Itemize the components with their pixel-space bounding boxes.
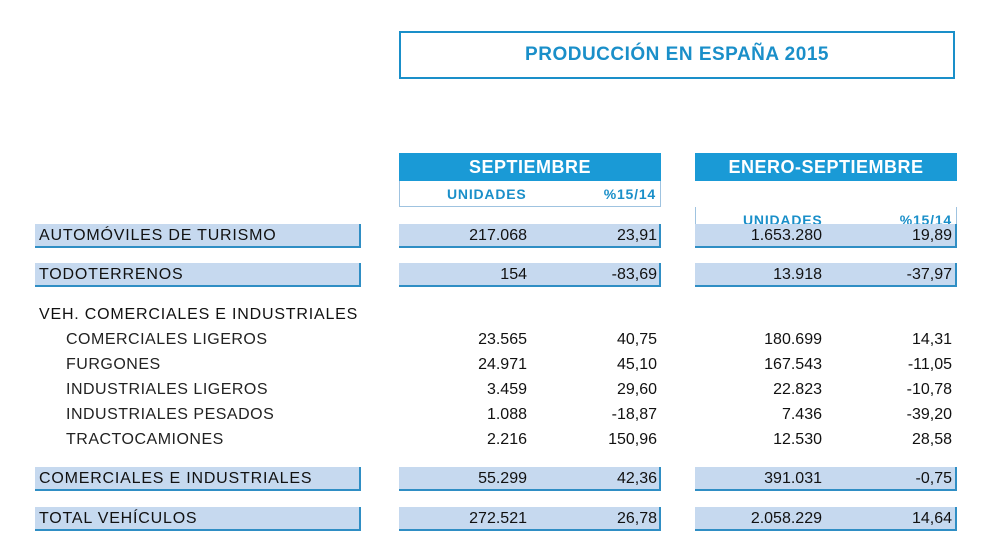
units-value: 217.068 (469, 227, 527, 244)
row-bar (695, 507, 957, 531)
pct-value: 28,58 (911, 431, 952, 448)
units-value: 272.521 (469, 510, 527, 527)
row-bar (399, 263, 661, 287)
row-bar (695, 467, 957, 491)
row-label: TOTAL VEHÍCULOS (39, 510, 198, 527)
pct-value: 150,96 (608, 431, 657, 448)
col-pct: %15/14 (603, 186, 656, 202)
units-value: 12.530 (773, 431, 822, 448)
pct-value: 45,10 (616, 356, 657, 373)
units-value: 7.436 (781, 406, 822, 423)
col-units: UNIDADES (447, 186, 527, 202)
row-bar (399, 507, 661, 531)
units-value: 2.216 (486, 431, 527, 448)
header-septiembre: SEPTIEMBRE (399, 153, 661, 181)
pct-value: 23,91 (616, 227, 657, 244)
pct-value: -10,78 (906, 381, 952, 398)
units-value: 154 (500, 266, 527, 283)
row-bar (399, 467, 661, 491)
pct-value: -18,87 (611, 406, 657, 423)
row-label: FURGONES (66, 356, 161, 373)
row-bar (695, 224, 957, 248)
pct-value: 40,75 (616, 331, 657, 348)
row-label: TRACTOCAMIONES (66, 431, 224, 448)
units-value: 55.299 (478, 470, 527, 487)
pct-value: -0,75 (915, 470, 952, 487)
units-value: 1.653.280 (750, 227, 822, 244)
units-value: 391.031 (764, 470, 822, 487)
row-label: TODOTERRENOS (39, 266, 184, 283)
units-value: 24.971 (478, 356, 527, 373)
pct-value: 26,78 (616, 510, 657, 527)
subheader-septiembre: UNIDADES %15/14 (399, 181, 661, 207)
units-value: 167.543 (764, 356, 822, 373)
row-label: COMERCIALES E INDUSTRIALES (39, 470, 313, 487)
row-bar (35, 467, 361, 491)
row-label: INDUSTRIALES LIGEROS (66, 381, 269, 398)
units-value: 13.918 (773, 266, 822, 283)
units-value: 180.699 (764, 331, 822, 348)
page-title: PRODUCCIÓN EN ESPAÑA 2015 (399, 31, 955, 79)
units-value: 1.088 (486, 406, 527, 423)
pct-value: -39,20 (906, 406, 952, 423)
row-bar (399, 224, 661, 248)
pct-value: 14,31 (911, 331, 952, 348)
pct-value: 42,36 (616, 470, 657, 487)
units-value: 23.565 (478, 331, 527, 348)
row-label: INDUSTRIALES PESADOS (66, 406, 275, 423)
pct-value: 14,64 (911, 510, 952, 527)
header-enero-septiembre: ENERO-SEPTIEMBRE (695, 153, 957, 181)
row-bar (35, 507, 361, 531)
units-value: 2.058.229 (750, 510, 822, 527)
row-label: VEH. COMERCIALES E INDUSTRIALES (39, 306, 359, 323)
row-label: COMERCIALES LIGEROS (66, 331, 268, 348)
pct-value: 19,89 (911, 227, 952, 244)
pct-value: -37,97 (906, 266, 952, 283)
units-value: 22.823 (773, 381, 822, 398)
row-label: AUTOMÓVILES DE TURISMO (39, 227, 277, 244)
pct-value: -83,69 (611, 266, 657, 283)
units-value: 3.459 (486, 381, 527, 398)
row-bar (35, 224, 361, 248)
pct-value: 29,60 (616, 381, 657, 398)
row-bar (695, 263, 957, 287)
pct-value: -11,05 (907, 356, 952, 373)
row-bar (35, 263, 361, 287)
